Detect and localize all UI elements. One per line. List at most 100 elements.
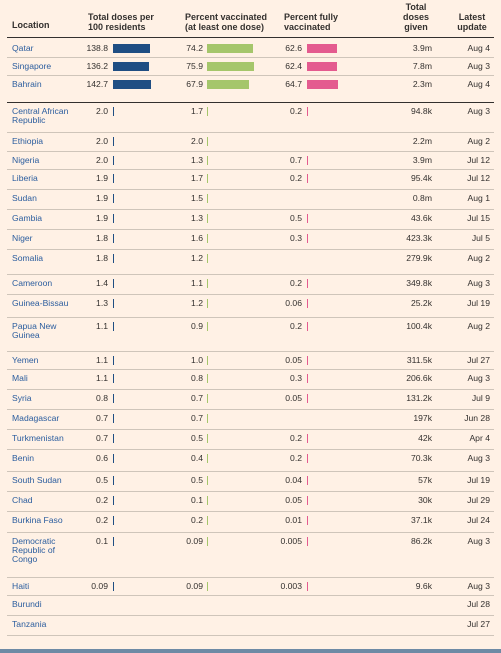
country-name[interactable]: Ethiopia [12, 137, 80, 146]
pct-full-bar [307, 156, 308, 165]
total-doses-bar [113, 156, 114, 165]
pct-vacc-bar [207, 80, 250, 89]
table-row: Somalia 1.8 1.2 279.9k Aug 2 [7, 250, 494, 275]
country-name[interactable]: Niger [12, 234, 80, 243]
pct-full-bar [307, 214, 308, 223]
doses-given-value: 0.8m [412, 193, 432, 203]
pct-full-value: 0.2 [290, 173, 302, 183]
table-row: Benin 0.6 0.4 0.2 70.3k Aug 3 [7, 450, 494, 472]
pct-vacc-bar [207, 496, 208, 505]
country-name-line: Chad [12, 495, 33, 505]
pct-vacc-bar [207, 279, 208, 288]
doses-given-value: 42k [418, 433, 432, 443]
pct-vacc-value: 1.1 [191, 278, 203, 288]
total-doses-value: 0.7 [96, 433, 108, 443]
country-name[interactable]: Democratic Republic of Congo [12, 537, 80, 564]
pct-full-value: 0.5 [290, 213, 302, 223]
total-doses-value: 1.9 [96, 173, 108, 183]
country-name[interactable]: Guinea-Bissau [12, 299, 80, 308]
bottom-border [0, 649, 501, 653]
pct-full-value: 0.2 [290, 278, 302, 288]
table-row: Chad 0.2 0.1 0.05 30k Jul 29 [7, 492, 494, 512]
doses-given-value: 3.9m [412, 155, 432, 165]
country-name[interactable]: Mali [12, 374, 80, 383]
pct-vacc-bar [207, 322, 208, 331]
pct-vacc-value: 1.6 [191, 233, 203, 243]
pct-full-bar [307, 299, 308, 308]
header-total-doses: Total doses per 100 residents [88, 12, 154, 32]
country-name[interactable]: Burundi [12, 600, 80, 609]
latest-update-value: Aug 4 [467, 43, 490, 53]
country-name[interactable]: Gambia [12, 214, 80, 223]
total-doses-value: 0.1 [96, 536, 108, 546]
total-doses-bar [113, 62, 150, 71]
total-doses-value: 0.6 [96, 453, 108, 463]
total-doses-bar [113, 107, 114, 116]
country-name-line: Turkmenistan [12, 433, 64, 443]
pct-full-bar [307, 476, 308, 485]
pct-vacc-value: 1.7 [191, 106, 203, 116]
pct-vacc-value: 0.8 [191, 373, 203, 383]
country-name[interactable]: Chad [12, 496, 80, 505]
header-total-doses-given: Total doses given [402, 2, 429, 32]
country-name[interactable]: Syria [12, 394, 80, 403]
header-location: Location [12, 20, 50, 30]
latest-update-value: Aug 3 [467, 536, 490, 546]
country-name-line: Republic [12, 115, 46, 125]
country-name-line: Sudan [12, 193, 37, 203]
pct-vacc-value: 0.5 [191, 433, 203, 443]
country-name-line: Haiti [12, 581, 30, 591]
country-name[interactable]: South Sudan [12, 476, 80, 485]
country-name[interactable]: Turkmenistan [12, 434, 80, 443]
pct-vacc-value: 1.2 [191, 253, 203, 263]
pct-full-value: 0.04 [285, 475, 302, 485]
country-name[interactable]: Singapore [12, 62, 80, 71]
country-name-line: Benin [12, 453, 34, 463]
latest-update-value: Aug 1 [467, 193, 490, 203]
country-name[interactable]: Papua New Guinea [12, 322, 80, 340]
country-name[interactable]: Somalia [12, 254, 80, 263]
country-name-line: Yemen [12, 355, 39, 365]
header-percent-fully-vaccinated: Percent fully vaccinated [284, 12, 339, 32]
doses-given-value: 57k [418, 475, 432, 485]
country-name[interactable]: Benin [12, 454, 80, 463]
pct-vacc-value: 0.9 [191, 321, 203, 331]
country-name[interactable]: Nigeria [12, 156, 80, 165]
doses-given-value: 311.5k [406, 355, 432, 365]
country-name[interactable]: Tanzania [12, 620, 80, 629]
table-row: Burundi Jul 28 [7, 596, 494, 616]
country-name[interactable]: Haiti [12, 582, 80, 591]
country-name-line: Niger [12, 233, 33, 243]
total-doses-value: 1.3 [96, 298, 108, 308]
country-name[interactable]: Bahrain [12, 80, 80, 89]
pct-vacc-value: 67.9 [186, 79, 203, 89]
country-name[interactable]: Cameroon [12, 279, 80, 288]
pct-full-bar [307, 322, 308, 331]
country-name[interactable]: Central African Republic [12, 107, 80, 125]
country-name[interactable]: Madagascar [12, 414, 80, 423]
pct-vacc-value: 0.09 [186, 581, 203, 591]
pct-vacc-value: 1.3 [191, 213, 203, 223]
doses-given-value: 131.2k [406, 393, 432, 403]
pct-vacc-bar [207, 582, 208, 591]
country-name[interactable]: Burkina Faso [12, 516, 80, 525]
table-row: Nigeria 2.0 1.3 0.7 3.9m Jul 12 [7, 152, 494, 170]
total-doses-value: 2.0 [96, 136, 108, 146]
pct-full-value: 0.05 [285, 495, 302, 505]
country-name[interactable]: Liberia [12, 174, 80, 183]
total-doses-bar [113, 394, 114, 403]
country-name[interactable]: Yemen [12, 356, 80, 365]
pct-vacc-value: 0.5 [191, 475, 203, 485]
country-name[interactable]: Qatar [12, 44, 80, 53]
table-row: Guinea-Bissau 1.3 1.2 0.06 25.2k Jul 19 [7, 295, 494, 318]
country-name-line: Syria [12, 393, 32, 403]
doses-given-value: 86.2k [410, 536, 432, 546]
total-doses-bar [113, 137, 114, 146]
pct-full-value: 0.2 [290, 453, 302, 463]
pct-full-bar [307, 496, 308, 505]
pct-vacc-bar [207, 62, 255, 71]
country-name[interactable]: Sudan [12, 194, 80, 203]
pct-vacc-bar [207, 394, 208, 403]
country-name-line: Nigeria [12, 155, 40, 165]
pct-full-bar [307, 107, 308, 116]
